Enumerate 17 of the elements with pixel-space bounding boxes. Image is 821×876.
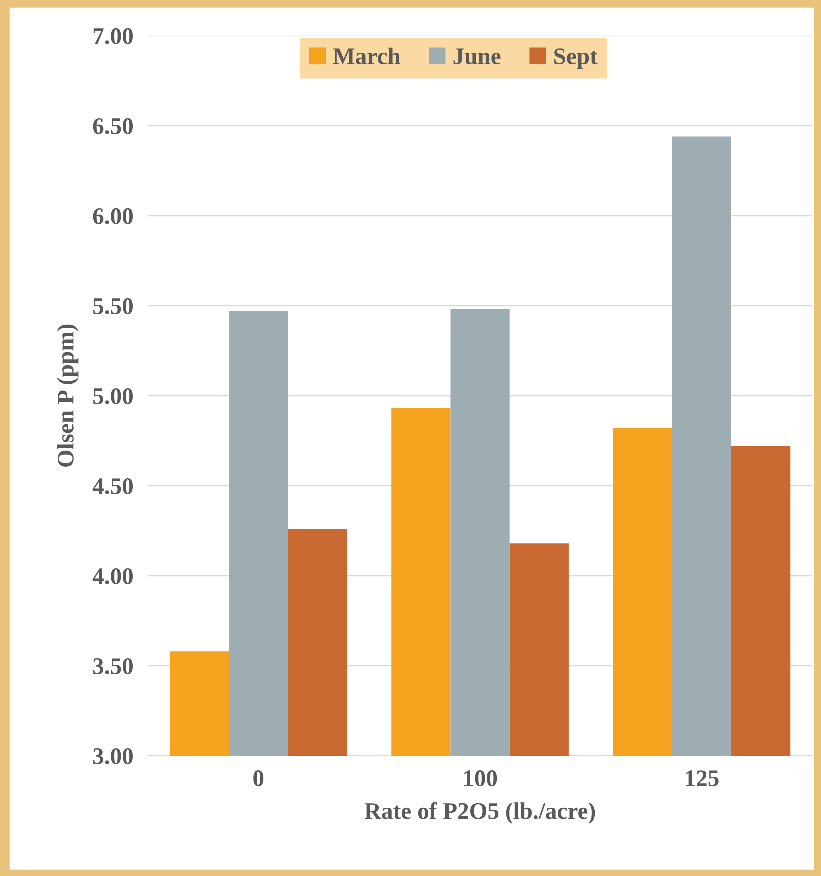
y-axis-title: Olsen P (ppm) — [57, 324, 79, 467]
legend-label: Sept — [554, 48, 598, 70]
x-axis-title: Rate of P2O5 (lb./acre) — [364, 802, 596, 824]
y-tick-label: 3.00 — [93, 748, 133, 765]
y-tick-label: 4.00 — [92, 568, 133, 584]
y-tick-label: 7.00 — [94, 28, 133, 44]
x-tick-label: 100 — [464, 770, 498, 786]
y-tick-label: 3.50 — [93, 658, 133, 675]
legend-label: June — [454, 48, 501, 65]
x-tick-label: 125 — [686, 770, 719, 786]
y-tick-label: 5.50 — [94, 298, 133, 314]
legend-label: March — [333, 48, 400, 64]
y-tick-label: 5.00 — [94, 388, 133, 404]
x-tick-label: 0 — [254, 770, 264, 786]
y-tick-label: 4.50 — [92, 478, 133, 494]
y-tick-label: 6.00 — [93, 208, 133, 224]
y-tick-label: 6.50 — [93, 118, 133, 134]
